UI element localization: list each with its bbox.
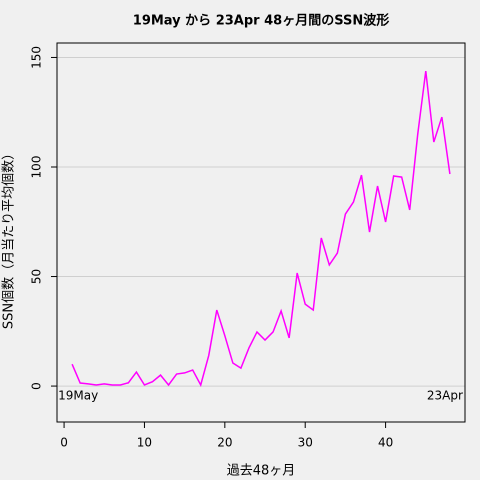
plot-frame	[56, 42, 466, 423]
x-tick-label: 0	[60, 436, 68, 450]
x-tick-label: 20	[217, 436, 232, 450]
x-axis-label: 過去48ヶ月	[227, 464, 296, 479]
y-tick-label: 100	[30, 156, 44, 179]
y-tick-label: 50	[30, 269, 44, 284]
y-axis-label: SSN個数（月当たり平均個数）	[2, 147, 17, 329]
x-tick-label: 10	[137, 436, 152, 450]
y-tick-label: 0	[30, 382, 44, 390]
x-tick-label: 40	[378, 436, 393, 450]
annotation: 23Apr	[427, 389, 463, 403]
chart-title: 19May から 23Apr 48ヶ月間のSSN波形	[133, 13, 389, 29]
line-series	[71, 70, 451, 387]
x-tick-label: 30	[298, 436, 313, 450]
annotation: 19May	[58, 389, 98, 403]
y-tick-label: 150	[30, 46, 44, 69]
